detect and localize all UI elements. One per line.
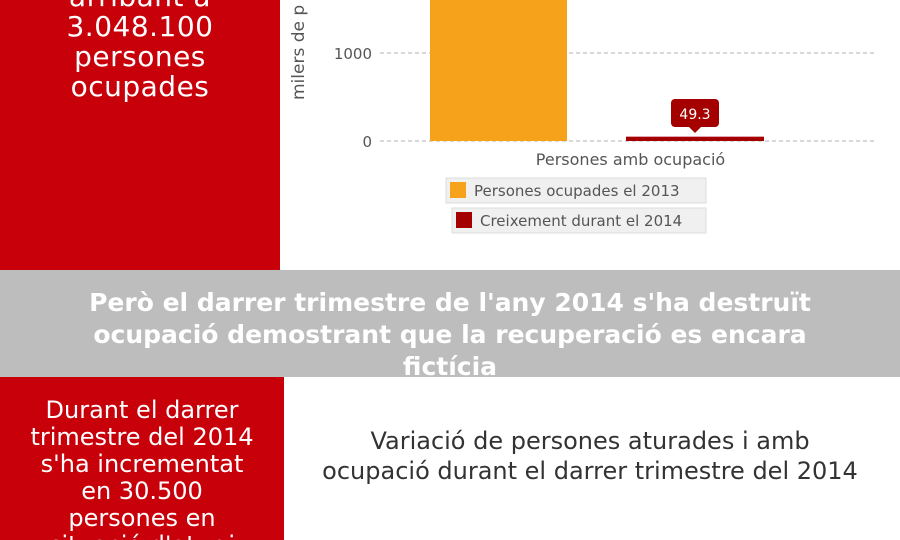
banner-line: Però el darrer trimestre de l'any 2014 s… — [89, 288, 811, 317]
top-panel-line: arribant a — [0, 0, 280, 12]
bar-creixement-2014 — [626, 136, 764, 141]
top-panel-text: arribant a 3.048.100 persones ocupades — [0, 0, 280, 102]
data-label-pointer — [689, 127, 701, 133]
bottom-panel-line: Durant el darrer — [45, 396, 239, 424]
bottom-panel-line: en 30.500 — [81, 477, 203, 505]
top-panel-line: 3.048.100 — [66, 10, 214, 43]
y-tick-label: 1000 — [334, 45, 372, 63]
y-axis-label: milers de p — [289, 5, 309, 100]
data-label-box — [671, 99, 719, 127]
chart-subtitle: Variació de persones aturades i amb ocup… — [290, 426, 890, 486]
bar-ocupades-2013 — [430, 0, 567, 142]
bottom-panel-line: persones en — [68, 504, 216, 532]
bottom-panel-line: situació d'atur i — [0, 532, 284, 540]
legend-item-creixement-2014-swatch — [456, 212, 472, 228]
legend-item-creixement-2014-label: Creixement durant el 2014 — [480, 212, 682, 230]
top-red-panel: arribant a 3.048.100 persones ocupades — [0, 0, 280, 270]
chart-area: 0 1000 milers de p 49.3 Persones amb ocupaci… — [280, 0, 900, 270]
banner-line: fictícia — [402, 352, 498, 377]
top-panel-line: ocupades — [70, 70, 210, 103]
banner: Però el darrer trimestre de l'any 2014 s… — [0, 270, 900, 377]
bottom-panel-line: s'ha incrementat — [40, 450, 244, 478]
banner-line: ocupació demostrant que la recuperació e… — [93, 320, 807, 349]
bar-chart: 0 1000 milers de p 49.3 Persones amb ocupaci… — [289, 0, 875, 234]
bottom-panel-text: Durant el darrer trimestre del 2014 s'ha… — [0, 397, 284, 540]
x-category-label: Persones amb ocupació — [536, 150, 725, 169]
bottom-panel-line: trimestre del 2014 — [30, 423, 254, 451]
legend-item-ocupades-2013-swatch — [450, 182, 466, 198]
legend-item-ocupades-2013-box — [445, 177, 707, 204]
data-label: 49.3 — [679, 107, 710, 123]
subtitle-line: Variació de persones aturades i amb — [370, 427, 810, 455]
subtitle-line: ocupació durant el darrer trimestre del … — [322, 457, 858, 485]
legend-item-creixement-2014-box — [451, 207, 707, 234]
bottom-red-panel: Durant el darrer trimestre del 2014 s'ha… — [0, 377, 284, 540]
legend-item-ocupades-2013-label: Persones ocupades el 2013 — [474, 182, 680, 200]
y-tick-label: 0 — [362, 133, 372, 151]
top-panel-line: persones — [74, 40, 206, 73]
